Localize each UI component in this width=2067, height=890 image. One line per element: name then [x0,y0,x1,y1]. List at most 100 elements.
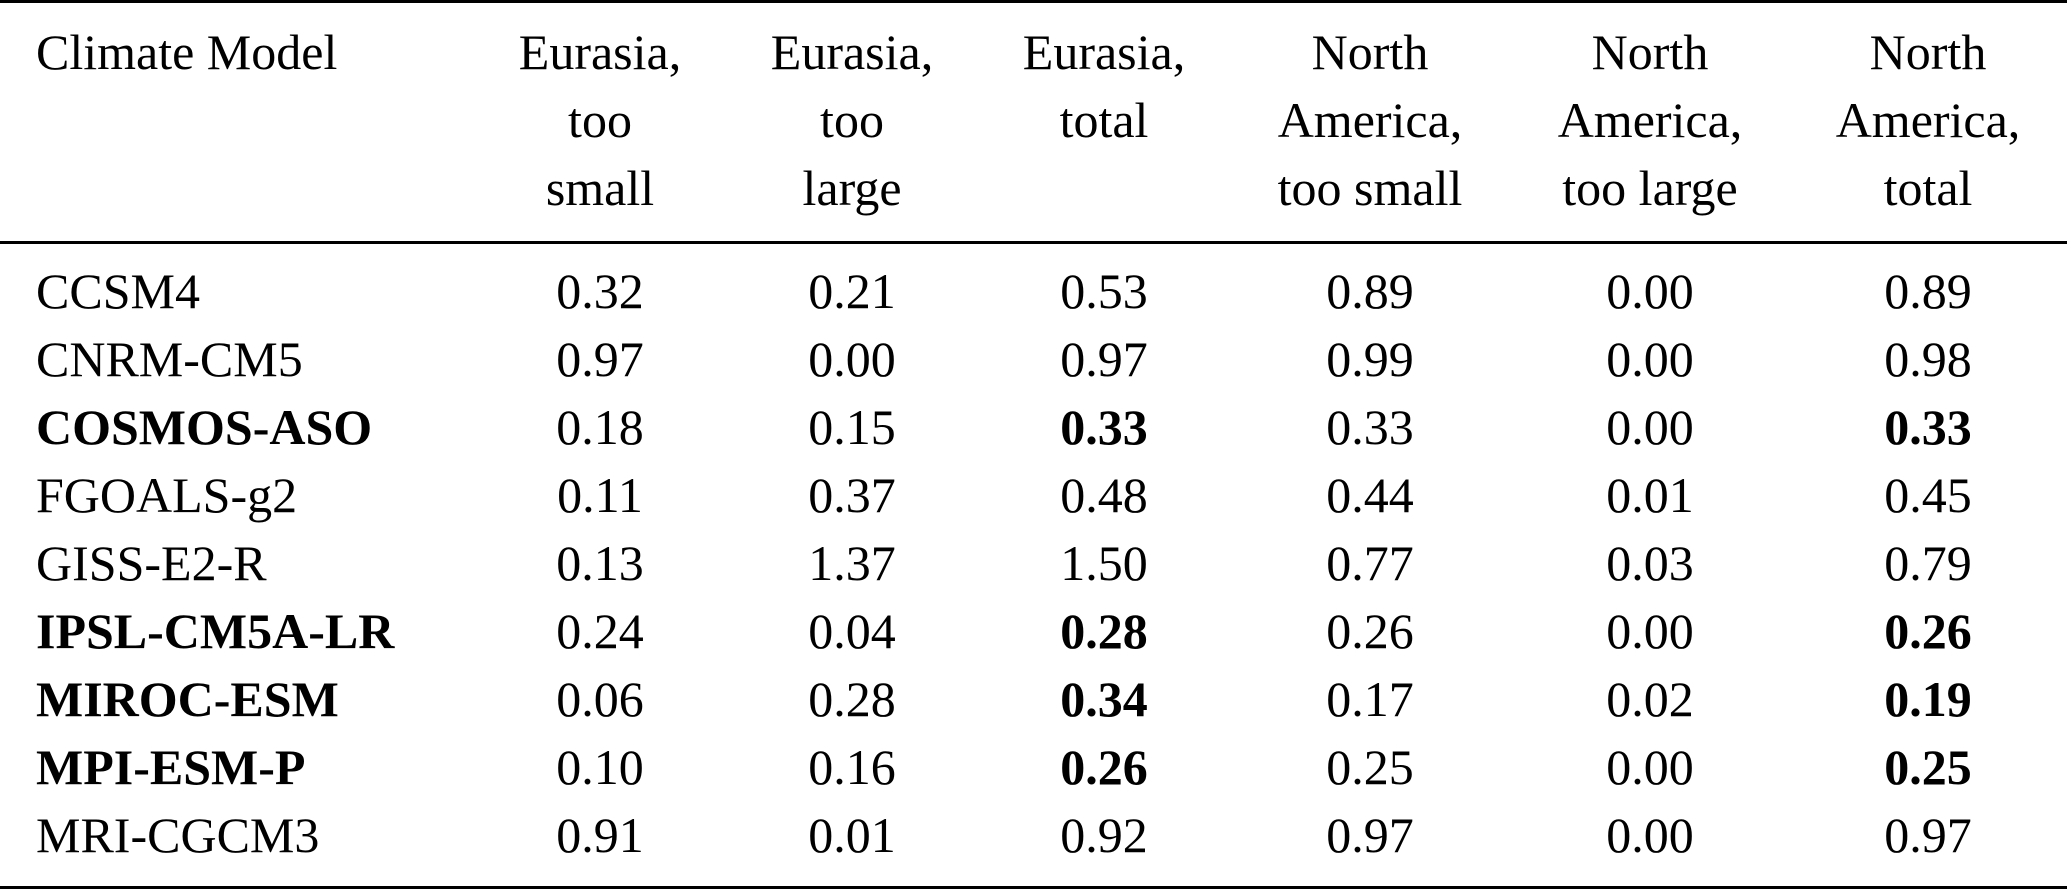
column-header-line: America, [1557,92,1743,148]
value-cell: 1.50 [1060,535,1148,591]
model-name-cell: MRI-CGCM3 [36,807,320,863]
model-name-cell: MIROC-ESM [36,671,339,727]
value-cell: 0.79 [1884,535,1972,591]
value-cell: 0.28 [808,671,896,727]
model-name-cell: CCSM4 [36,263,200,319]
value-cell: 0.97 [556,331,644,387]
column-header-line: Eurasia, [770,24,934,80]
table-row: COSMOS-ASO 0.18 0.15 0.33 0.33 0.00 0.33 [0,393,2067,461]
value-cell: 0.98 [1884,331,1972,387]
value-cell: 0.06 [556,671,644,727]
value-cell: 0.53 [1060,263,1148,319]
value-cell: 0.19 [1884,671,1972,727]
value-cell: 0.32 [556,263,644,319]
value-cell: 0.11 [557,467,643,523]
table-row: MIROC-ESM 0.06 0.28 0.34 0.17 0.02 0.19 [0,665,2067,733]
column-header-line: too large [1562,160,1738,216]
column-header-line: too [820,92,884,148]
column-header-6: North America, total [1808,18,2048,222]
value-cell: 0.37 [808,467,896,523]
model-name-cell: MPI-ESM-P [36,739,306,795]
column-header-5: North America, too large [1530,18,1770,222]
value-cell: 0.03 [1606,535,1694,591]
value-cell: 0.00 [808,331,896,387]
value-cell: 0.00 [1606,739,1694,795]
value-cell: 0.89 [1326,263,1414,319]
value-cell: 0.26 [1884,603,1972,659]
top-rule [0,0,2067,3]
value-cell: 0.92 [1060,807,1148,863]
value-cell: 0.01 [1606,467,1694,523]
value-cell: 0.97 [1060,331,1148,387]
value-cell: 0.25 [1326,739,1414,795]
value-cell: 0.15 [808,399,896,455]
value-cell: 0.01 [808,807,896,863]
table-body: CCSM4 0.32 0.21 0.53 0.89 0.00 0.89 CNRM-CM5 0.9… [0,257,2067,869]
column-header-line: America, [1277,92,1463,148]
value-cell: 0.00 [1606,263,1694,319]
table-row: MRI-CGCM3 0.91 0.01 0.92 0.97 0.00 0.97 [0,801,2067,869]
value-cell: 0.10 [556,739,644,795]
table-row: IPSL-CM5A-LR 0.24 0.04 0.28 0.26 0.00 0.26 [0,597,2067,665]
value-cell: 0.00 [1606,331,1694,387]
value-cell: 0.44 [1326,467,1414,523]
model-name-cell: CNRM-CM5 [36,331,303,387]
column-header-line: North [1591,24,1709,80]
column-header-line: Climate Model [36,24,338,80]
column-header-line: North [1869,24,1987,80]
value-cell: 0.25 [1884,739,1972,795]
value-cell: 0.16 [808,739,896,795]
column-header-line: too small [1277,160,1463,216]
table-row: FGOALS-g2 0.11 0.37 0.48 0.44 0.01 0.45 [0,461,2067,529]
column-header-line: too [568,92,632,148]
column-header-line: total [1883,160,1973,216]
value-cell: 0.04 [808,603,896,659]
column-header-4: North America, too small [1245,18,1495,222]
table-row: CCSM4 0.32 0.21 0.53 0.89 0.00 0.89 [0,257,2067,325]
column-header-0: Climate Model [36,18,476,86]
value-cell: 0.02 [1606,671,1694,727]
column-header-2: Eurasia, too large [742,18,962,222]
table-row: MPI-ESM-P 0.10 0.16 0.26 0.25 0.00 0.25 [0,733,2067,801]
value-cell: 0.26 [1326,603,1414,659]
value-cell: 0.13 [556,535,644,591]
value-cell: 0.33 [1884,399,1972,455]
value-cell: 0.17 [1326,671,1414,727]
value-cell: 0.45 [1884,467,1972,523]
column-header-line: total [1059,92,1149,148]
column-header-line: Eurasia, [1022,24,1186,80]
value-cell: 0.26 [1060,739,1148,795]
column-header-line: America, [1835,92,2021,148]
table-header-row: Climate Model Eurasia, too small Eurasia, too… [0,18,2067,228]
value-cell: 1.37 [808,535,896,591]
column-header-line: small [545,160,655,216]
value-cell: 0.99 [1326,331,1414,387]
value-cell: 0.97 [1326,807,1414,863]
model-name-cell: COSMOS-ASO [36,399,373,455]
value-cell: 0.34 [1060,671,1148,727]
value-cell: 0.91 [556,807,644,863]
column-header-line: Eurasia, [518,24,682,80]
value-cell: 0.77 [1326,535,1414,591]
model-name-cell: IPSL-CM5A-LR [36,603,395,659]
value-cell: 0.33 [1326,399,1414,455]
value-cell: 0.00 [1606,603,1694,659]
column-header-line: large [802,160,902,216]
table-row: CNRM-CM5 0.97 0.00 0.97 0.99 0.00 0.98 [0,325,2067,393]
value-cell: 0.97 [1884,807,1972,863]
column-header-3: Eurasia, total [994,18,1214,154]
value-cell: 0.24 [556,603,644,659]
value-cell: 0.28 [1060,603,1148,659]
value-cell: 0.00 [1606,399,1694,455]
value-cell: 0.00 [1606,807,1694,863]
value-cell: 0.89 [1884,263,1972,319]
value-cell: 0.33 [1060,399,1148,455]
bottom-rule [0,886,2067,889]
value-cell: 0.48 [1060,467,1148,523]
value-cell: 0.18 [556,399,644,455]
header-rule [0,241,2067,244]
model-name-cell: FGOALS-g2 [36,467,298,523]
model-name-cell: GISS-E2-R [36,535,267,591]
column-header-1: Eurasia, too small [490,18,710,222]
